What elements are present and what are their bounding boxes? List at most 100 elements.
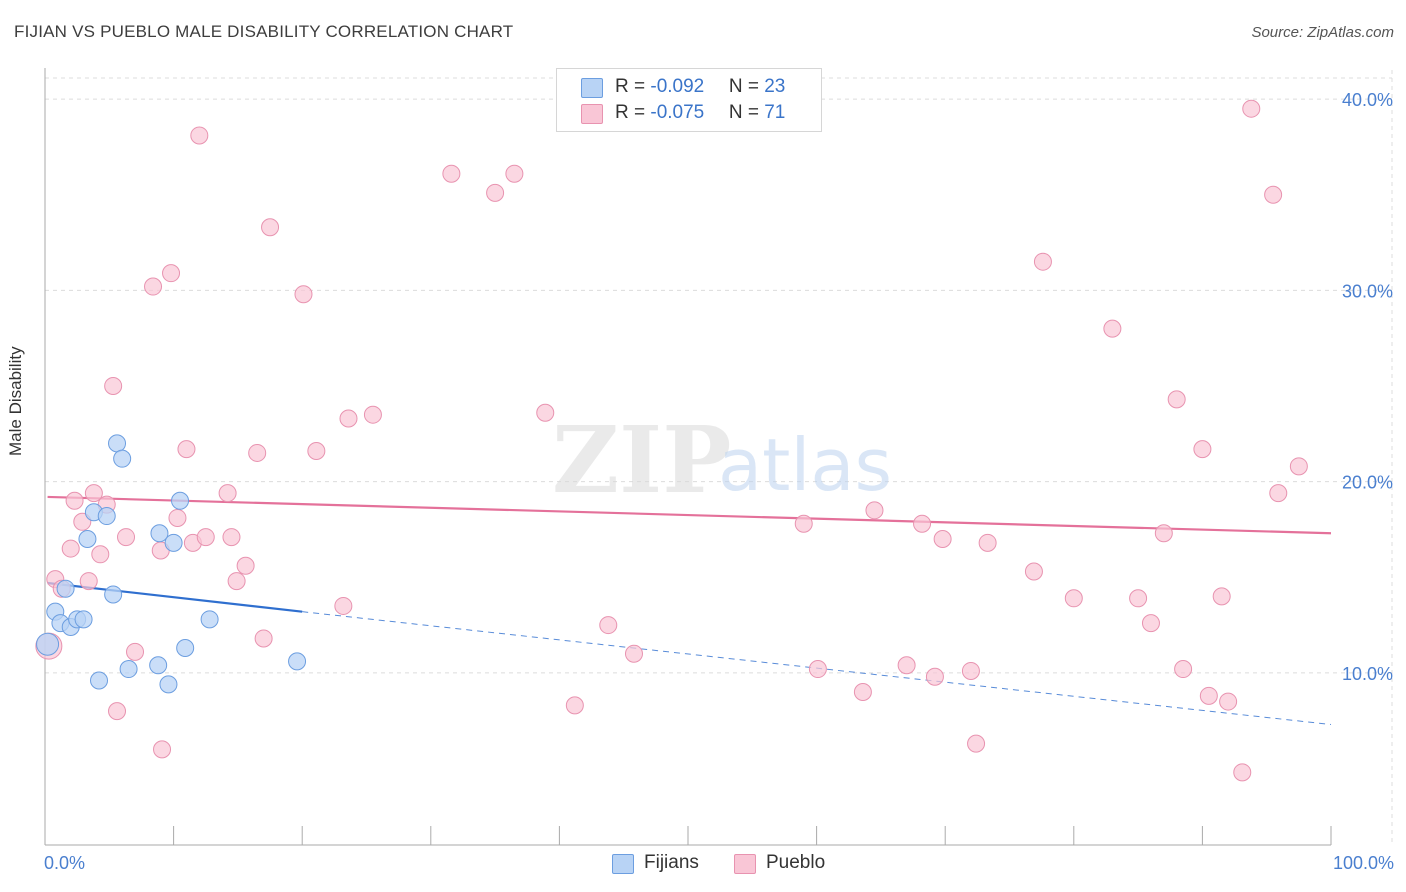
fijians-legend-label: Fijians (644, 852, 699, 873)
watermark-atlas: atlas (718, 423, 892, 507)
pueblo-point (1242, 99, 1261, 118)
pueblo-point (117, 528, 136, 547)
series-legend: Fijians Pueblo (0, 852, 1406, 878)
pueblo-n-label: N = (728, 102, 765, 123)
y-tick-label: 40.0% (1342, 90, 1393, 110)
tick-labels: 10.0% 20.0% 30.0% 40.0% 0.0% 100.0% (44, 90, 1394, 873)
pueblo-point (196, 528, 215, 547)
pueblo-point (1193, 440, 1212, 459)
fijians-n-label: N = (728, 76, 765, 97)
pueblo-point (1199, 686, 1218, 705)
pueblo-legend-label: Pueblo (766, 852, 826, 873)
pueblo-point (794, 514, 813, 533)
pueblo-point (248, 443, 267, 462)
pueblo-point (91, 545, 110, 564)
pueblo-point (236, 556, 255, 575)
pueblo-point (254, 629, 273, 648)
correlation-legend: R = -0.092 N = 23 R = -0.075 N = 71 (556, 68, 822, 132)
pueblo-point (853, 683, 872, 701)
pueblo-point (363, 405, 382, 424)
fijians-point (90, 671, 109, 690)
fijians-point (74, 610, 93, 629)
pueblo-point (565, 696, 584, 715)
pueblo-legend-swatch (734, 854, 756, 874)
pueblo-point (73, 512, 92, 531)
fijians-n-value: 23 (764, 76, 786, 97)
pueblo-point (624, 644, 643, 663)
watermark-zip: ZIP (552, 406, 731, 514)
pueblo-point (599, 616, 618, 635)
pueblo-n-value: 71 (764, 102, 786, 123)
pueblo-point (1064, 589, 1083, 608)
fijians-point (288, 652, 307, 671)
pueblo-point (104, 377, 123, 395)
pueblo-point (961, 661, 980, 680)
pueblo-r-label: R = (615, 102, 651, 123)
fijians-point (108, 434, 127, 453)
pueblo-point (294, 285, 313, 304)
grid-lines (45, 70, 1393, 845)
x-tick-label-max: 100.0% (1333, 853, 1394, 873)
source-label: Source: ZipAtlas.com (1251, 24, 1394, 41)
y-tick-label: 30.0% (1342, 281, 1393, 301)
pueblo-point (334, 596, 353, 615)
fijians-point (159, 675, 178, 694)
pueblo-point (865, 501, 884, 520)
pueblo-point (177, 440, 196, 459)
pueblo-trend-line (47, 495, 1332, 535)
y-tick-label: 10.0% (1342, 664, 1393, 684)
pueblo-swatch (581, 104, 603, 124)
fijians-r-value: -0.092 (650, 76, 705, 97)
pueblo-point (1269, 484, 1288, 503)
pueblo-point (925, 667, 944, 686)
pueblo-point (261, 218, 280, 237)
pueblo-point (190, 126, 209, 145)
pueblo-point (126, 642, 145, 661)
pueblo-point (1141, 614, 1160, 633)
fijians-point (113, 449, 132, 468)
pueblo-point (536, 403, 555, 422)
pueblo-point (1154, 524, 1173, 543)
pueblo-point (1174, 660, 1193, 679)
data-points (35, 99, 1308, 782)
pueblo-point (1219, 692, 1238, 711)
pueblo-point (1129, 589, 1148, 608)
pueblo-point (1024, 562, 1043, 581)
pueblo-point (79, 572, 98, 591)
pueblo-point (307, 442, 326, 461)
fijians-point (56, 579, 75, 598)
fijians-point (78, 530, 97, 548)
pueblo-point (65, 491, 84, 510)
pueblo-point (168, 508, 187, 527)
pueblo-point (162, 264, 181, 283)
pueblo-point (933, 530, 952, 548)
pueblo-point (913, 514, 932, 533)
pueblo-point (442, 164, 461, 183)
fijians-point (36, 632, 60, 656)
fijians-legend-swatch (612, 854, 634, 874)
trend-lines (47, 495, 1332, 726)
fijians-point (164, 533, 183, 552)
fijians-point (171, 491, 190, 510)
x-tick-label-min: 0.0% (44, 853, 85, 873)
pueblo-point (505, 164, 524, 183)
pueblo-point (222, 528, 241, 547)
pueblo-point (1264, 185, 1283, 204)
pueblo-point (486, 183, 505, 202)
y-tick-label: 20.0% (1342, 473, 1393, 493)
fijians-swatch (581, 78, 603, 98)
fijians-point (104, 585, 123, 604)
pueblo-point (339, 409, 358, 428)
pueblo-point (1103, 319, 1122, 338)
pueblo-point (84, 484, 103, 503)
pueblo-point (808, 660, 827, 679)
pueblo-point (978, 533, 997, 552)
chart-title: FIJIAN VS PUEBLO MALE DISABILITY CORRELA… (14, 22, 514, 41)
fijians-point (149, 656, 168, 675)
pueblo-point (1033, 252, 1052, 271)
pueblo-point (1233, 763, 1252, 782)
pueblo-point (108, 702, 127, 721)
fijians-point (150, 524, 169, 543)
